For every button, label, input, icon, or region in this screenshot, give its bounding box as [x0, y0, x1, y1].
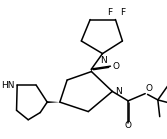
Text: O: O: [125, 121, 132, 130]
Text: O: O: [112, 62, 119, 71]
Text: O: O: [146, 84, 153, 93]
Text: F: F: [107, 8, 112, 17]
Text: N: N: [115, 87, 121, 96]
Text: HN: HN: [1, 81, 14, 90]
Polygon shape: [47, 101, 60, 103]
Polygon shape: [90, 69, 93, 72]
Text: N: N: [100, 56, 107, 65]
Text: F: F: [120, 8, 125, 17]
